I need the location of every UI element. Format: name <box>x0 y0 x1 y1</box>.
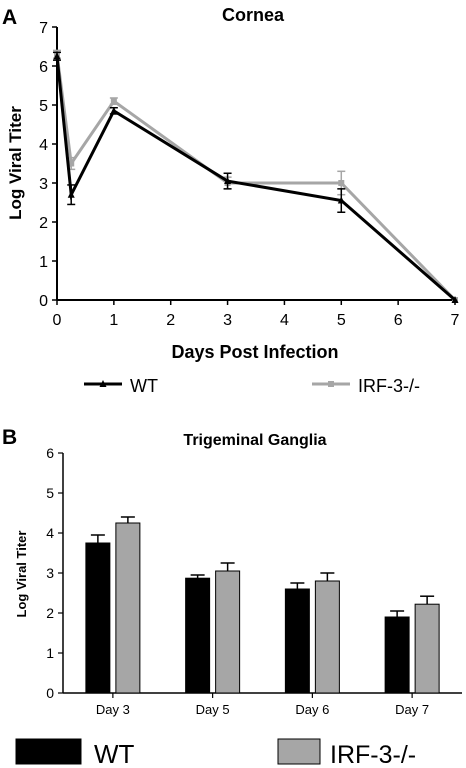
y-tick-label: 2 <box>46 605 54 621</box>
bar-wt <box>284 588 310 694</box>
y-tick-label: 1 <box>46 645 54 661</box>
y-tick-label: 3 <box>46 565 54 581</box>
x-tick-label: 6 <box>394 312 403 329</box>
legend-marker-irf3 <box>328 381 334 387</box>
chart-title: Trigeminal Ganglia <box>183 432 326 449</box>
legend-label-irf3: IRF-3-/- <box>330 741 416 768</box>
x-tick-label: 5 <box>337 312 346 329</box>
panel-a-cornea-chart: A Cornea 0 1 2 3 4 5 6 7 0 1 2 3 4 5 6 7 Log Viral Titer D… <box>2 5 460 396</box>
bar-wt <box>85 542 111 694</box>
data-point-irf3 <box>338 180 345 186</box>
legend-label-wt: WT <box>130 376 158 396</box>
data-point-wt <box>337 196 345 204</box>
y-tick-label: 4 <box>39 137 48 154</box>
y-tick-label: 0 <box>46 685 54 701</box>
legend-label-wt: WT <box>94 739 135 768</box>
data-point-wt <box>67 190 75 198</box>
data-point-wt <box>53 52 61 60</box>
legend: WT IRF-3-/- <box>15 738 416 768</box>
x-tick-label: 3 <box>223 312 232 329</box>
x-tick-label: 2 <box>166 312 175 329</box>
y-tick-label: 2 <box>39 215 48 232</box>
data-point-wt <box>224 177 232 185</box>
data-point-wt <box>110 106 118 114</box>
y-tick-label: 6 <box>46 445 54 461</box>
series-line-irf3 <box>55 54 457 302</box>
y-tick-label: 3 <box>39 176 48 193</box>
x-axis-label: Days Post Infection <box>171 342 338 362</box>
chart-title: Cornea <box>222 5 285 25</box>
bar-wt <box>384 616 410 694</box>
y-axis-label: Log Viral Titer <box>6 106 25 220</box>
x-tick-label: 4 <box>280 312 289 329</box>
x-tick-label: Day 7 <box>395 702 429 717</box>
x-tick-label: 1 <box>109 312 118 329</box>
bar-wt <box>185 577 211 694</box>
data-point-wt <box>451 296 459 303</box>
y-tick-label: 1 <box>39 254 48 271</box>
legend-marker-wt <box>99 380 107 387</box>
y-tick-label: 5 <box>46 485 54 501</box>
bar-irf3 <box>314 580 340 694</box>
bar-irf3 <box>215 570 241 694</box>
data-point-irf3 <box>68 160 75 167</box>
legend-swatch-wt <box>15 738 82 765</box>
legend-label-irf3: IRF-3-/- <box>358 376 420 396</box>
series-line-wt <box>55 56 456 302</box>
y-tick-label: 5 <box>39 98 48 115</box>
bar-irf3 <box>414 603 440 694</box>
x-tick-label: 7 <box>451 312 460 329</box>
legend-swatch-irf3 <box>277 738 321 765</box>
x-tick-label: Day 5 <box>196 702 230 717</box>
panel-b-letter: B <box>2 426 17 449</box>
y-tick-label: 7 <box>39 20 48 37</box>
bar-irf3 <box>115 522 141 694</box>
data-point-irf3 <box>110 98 117 105</box>
x-tick-label: 0 <box>53 312 62 329</box>
y-tick-label: 0 <box>39 293 48 310</box>
x-tick-label: Day 3 <box>96 702 130 717</box>
y-tick-label: 6 <box>39 59 48 76</box>
panel-a-letter: A <box>2 6 17 29</box>
y-axis-label: Log Viral Titer <box>14 531 29 618</box>
legend: WT IRF-3-/- <box>84 376 420 396</box>
x-tick-label: Day 6 <box>295 702 329 717</box>
y-tick-label: 4 <box>46 525 54 541</box>
panel-b-trigeminal-chart: B Trigeminal Ganglia 0 1 2 3 4 5 6 Log Viral Tit… <box>2 426 462 768</box>
